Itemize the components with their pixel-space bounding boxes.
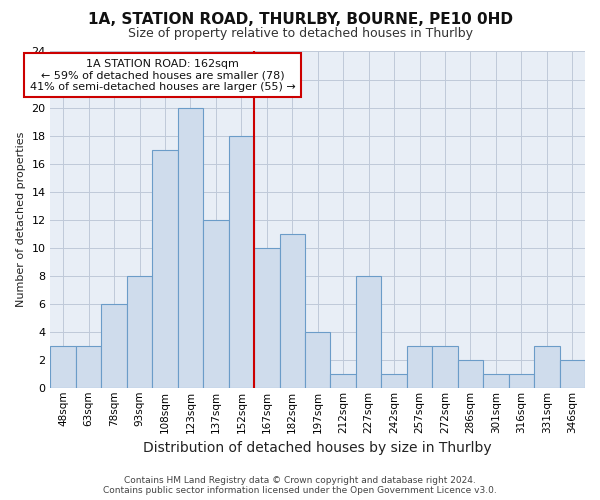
Bar (101, 304, 127, 388)
Bar (509, 374, 534, 388)
Bar (305, 332, 331, 388)
Bar (152, 150, 178, 388)
Bar (483, 374, 509, 388)
Bar (280, 234, 305, 388)
Bar (127, 276, 152, 388)
Bar (407, 346, 432, 388)
Bar (458, 360, 483, 388)
Bar (76, 346, 101, 388)
Bar (178, 108, 203, 388)
Text: 1A, STATION ROAD, THURLBY, BOURNE, PE10 0HD: 1A, STATION ROAD, THURLBY, BOURNE, PE10 … (88, 12, 512, 28)
Bar (50, 346, 76, 388)
X-axis label: Distribution of detached houses by size in Thurlby: Distribution of detached houses by size … (143, 441, 492, 455)
Bar (382, 374, 407, 388)
Text: 1A STATION ROAD: 162sqm
← 59% of detached houses are smaller (78)
41% of semi-de: 1A STATION ROAD: 162sqm ← 59% of detache… (29, 58, 295, 92)
Bar (534, 346, 560, 388)
Bar (254, 248, 280, 388)
Bar (203, 220, 229, 388)
Bar (229, 136, 254, 388)
Text: Size of property relative to detached houses in Thurlby: Size of property relative to detached ho… (128, 28, 473, 40)
Bar (331, 374, 356, 388)
Bar (356, 276, 382, 388)
Y-axis label: Number of detached properties: Number of detached properties (16, 132, 26, 308)
Bar (432, 346, 458, 388)
Text: Contains HM Land Registry data © Crown copyright and database right 2024.
Contai: Contains HM Land Registry data © Crown c… (103, 476, 497, 495)
Bar (560, 360, 585, 388)
